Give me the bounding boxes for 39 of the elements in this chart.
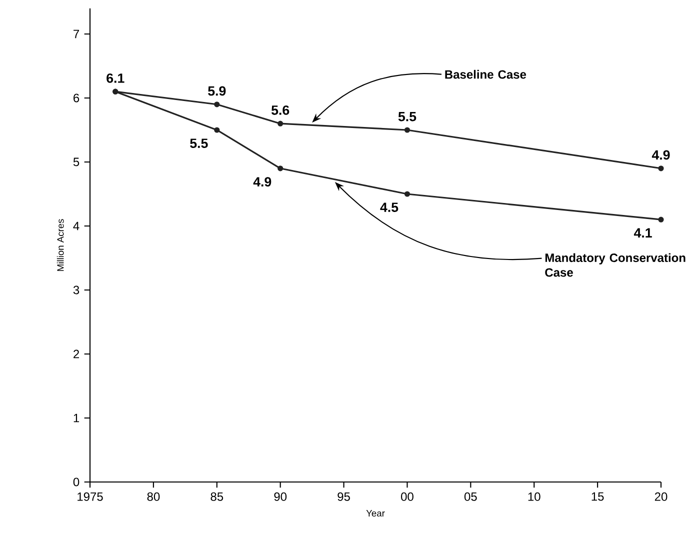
x-tick-label: 05 (464, 492, 477, 501)
x-tick-label: 15 (592, 492, 604, 501)
data-label: 4.9 (652, 150, 670, 160)
x-tick-label: 85 (210, 492, 224, 501)
data-label: 4.9 (253, 177, 272, 187)
x-tick-label: 80 (147, 492, 160, 501)
y-tick-label: 7 (74, 30, 79, 38)
y-tick-label: 3 (73, 286, 80, 294)
y-tick-label: 2 (74, 350, 79, 358)
point (214, 102, 220, 108)
x-axis-title: Year (366, 510, 385, 517)
y-tick-label: 5 (73, 158, 80, 166)
x-tick-label: 00 (401, 492, 414, 501)
x-tick-label: 1975 (78, 492, 103, 501)
point (278, 120, 284, 126)
data-label: 4.5 (380, 202, 398, 212)
data-label: 5.6 (271, 105, 290, 115)
y-axis-title: Million Acres (56, 219, 64, 271)
point (658, 216, 664, 222)
data-label: 5.9 (208, 86, 226, 96)
y-tick-label: 1 (74, 414, 80, 422)
data-label: 5.5 (190, 138, 208, 148)
x-tick-label: 95 (338, 492, 350, 501)
data-label: 5.5 (398, 112, 416, 122)
point (404, 127, 410, 133)
data-label: 6.1 (106, 73, 124, 83)
point (214, 127, 220, 133)
x-tick-label: 90 (274, 492, 287, 501)
text: Mandatory Conservation Case (545, 253, 686, 277)
x-tick-label: 20 (654, 492, 668, 501)
data-label: 4.1 (634, 228, 652, 238)
x-tick-label: 10 (528, 492, 540, 501)
point (404, 191, 410, 197)
text: Baseline Case (445, 70, 526, 79)
point (278, 166, 284, 172)
y-tick-label: 0 (73, 478, 80, 486)
point (658, 166, 664, 172)
y-tick-label: 4 (73, 222, 80, 230)
y-tick-label: 6 (74, 94, 80, 102)
